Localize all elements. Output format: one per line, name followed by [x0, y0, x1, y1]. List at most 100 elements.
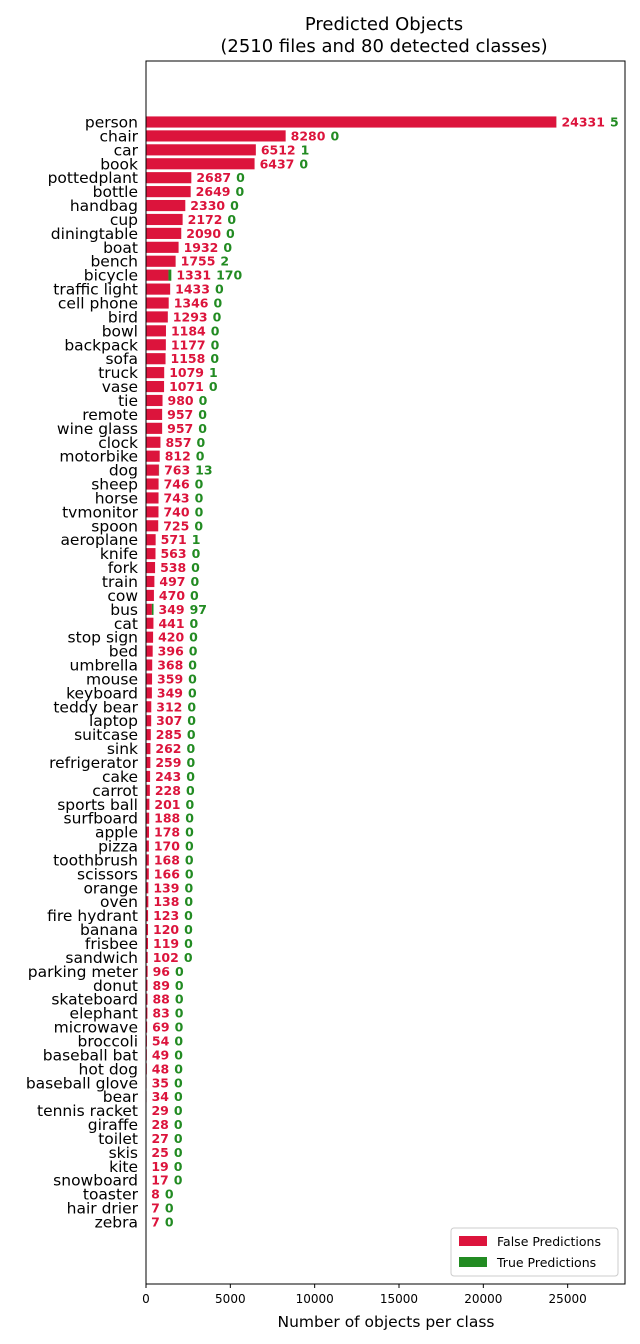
- bar-false-predictions: [146, 464, 159, 476]
- bars-layer: [146, 116, 557, 1228]
- bar-false-predictions: [146, 896, 149, 908]
- true-value-label: 0: [184, 880, 193, 895]
- bar-false-predictions: [146, 715, 152, 727]
- true-value-label: 0: [227, 212, 236, 227]
- true-value-label: 0: [210, 351, 219, 366]
- false-value-label: 102 0: [153, 950, 193, 965]
- bar-false-predictions: [146, 339, 166, 351]
- false-value-label: 24331 5: [561, 115, 618, 130]
- category-label: bird: [108, 308, 138, 326]
- bar-false-predictions: [146, 436, 161, 448]
- bar-false-predictions: [146, 548, 156, 560]
- false-value-label: 359 0: [157, 671, 197, 686]
- true-value-label: 0: [184, 950, 193, 965]
- false-value-label: 178 0: [154, 825, 194, 840]
- false-value-label: 497 0: [159, 574, 199, 589]
- false-value-label: 420 0: [158, 630, 198, 645]
- bar-false-predictions: [146, 255, 176, 267]
- category-label: pottedplant: [48, 169, 138, 187]
- true-value-label: 0: [174, 1159, 183, 1174]
- true-value-label: 0: [174, 1047, 183, 1062]
- bar-false-predictions: [146, 784, 150, 796]
- bar-false-predictions: [146, 589, 154, 601]
- category-label: chair: [99, 127, 138, 145]
- false-value-label: 2649 0: [196, 184, 245, 199]
- category-label: sandwich: [65, 949, 138, 967]
- category-label: book: [100, 155, 138, 173]
- true-value-label: 0: [174, 1173, 183, 1188]
- true-value-label: 5: [610, 115, 619, 130]
- true-value-label: 0: [174, 1145, 183, 1160]
- bar-false-predictions: [146, 631, 154, 643]
- false-value-label: 2330 0: [190, 198, 239, 213]
- x-tick-label: 0: [142, 1292, 150, 1306]
- bar-false-predictions: [146, 172, 192, 184]
- category-label: mouse: [86, 670, 138, 688]
- true-value-label: 0: [211, 323, 220, 338]
- true-value-label: 0: [185, 797, 194, 812]
- true-value-label: 0: [199, 393, 208, 408]
- bar-false-predictions: [146, 756, 151, 769]
- bar-false-predictions: [146, 951, 148, 964]
- false-value-label: 725 0: [163, 518, 203, 533]
- category-label: bear: [103, 1088, 139, 1106]
- bar-false-predictions: [146, 1021, 148, 1033]
- true-value-label: 0: [185, 839, 194, 854]
- category-label: aeroplane: [60, 531, 138, 549]
- category-label: hot dog: [79, 1060, 138, 1078]
- bar-false-predictions: [146, 534, 156, 546]
- true-value-label: 0: [192, 546, 201, 561]
- true-value-label: 0: [165, 1215, 174, 1230]
- true-value-label: 1: [209, 365, 218, 380]
- false-value-label: 25 0: [151, 1145, 182, 1160]
- category-label: toaster: [83, 1186, 139, 1204]
- true-value-label: 0: [191, 560, 200, 575]
- true-value-label: 0: [185, 825, 194, 840]
- category-label: cake: [102, 768, 138, 786]
- legend-frame: [450, 1227, 619, 1277]
- false-value-label: 6512 1: [261, 142, 310, 157]
- false-value-label: 1079 1: [169, 365, 218, 380]
- false-value-label: 1177 0: [171, 337, 220, 352]
- bar-false-predictions: [146, 979, 148, 991]
- false-value-label: 746 0: [164, 477, 204, 492]
- false-value-label: 168 0: [154, 852, 194, 867]
- category-label: sofa: [105, 350, 138, 368]
- true-value-label: 0: [190, 616, 199, 631]
- bar-false-predictions: [146, 743, 151, 755]
- bar-false-predictions: [146, 353, 166, 365]
- false-value-label: 349 97: [159, 602, 208, 617]
- bar-false-predictions: [146, 408, 163, 420]
- false-value-label: 812 0: [165, 449, 205, 464]
- true-value-label: 0: [330, 128, 339, 143]
- false-value-label: 259 0: [155, 755, 195, 770]
- category-label: bottle: [93, 183, 138, 201]
- false-value-label: 857 0: [165, 435, 205, 450]
- bar-false-predictions: [146, 478, 159, 490]
- false-value-label: 8280 0: [291, 128, 340, 143]
- bar-false-predictions: [146, 186, 191, 198]
- bar-false-predictions: [146, 673, 153, 685]
- true-value-label: 170: [216, 268, 242, 283]
- false-value-label: 188 0: [154, 811, 194, 826]
- legend-label-true: True Predictions: [496, 1255, 596, 1270]
- bar-false-predictions: [146, 492, 159, 504]
- category-label: umbrella: [70, 657, 138, 675]
- false-value-label: 957 0: [167, 421, 207, 436]
- category-label: toilet: [98, 1130, 138, 1148]
- bar-false-predictions: [146, 283, 171, 295]
- false-value-label: 123 0: [153, 908, 193, 923]
- true-value-label: 0: [175, 978, 184, 993]
- false-value-label: 262 0: [155, 741, 195, 756]
- bar-false-predictions: [146, 227, 182, 239]
- category-label: vase: [102, 378, 138, 396]
- category-label: teddy bear: [53, 698, 138, 716]
- category-label: skis: [109, 1144, 138, 1162]
- category-label: horse: [95, 489, 138, 507]
- true-value-label: 0: [213, 296, 222, 311]
- true-value-label: 0: [209, 379, 218, 394]
- bar-false-predictions: [146, 924, 149, 936]
- false-value-label: 763 13: [164, 463, 213, 478]
- false-value-label: 34 0: [152, 1089, 183, 1104]
- category-label: bench: [90, 253, 138, 271]
